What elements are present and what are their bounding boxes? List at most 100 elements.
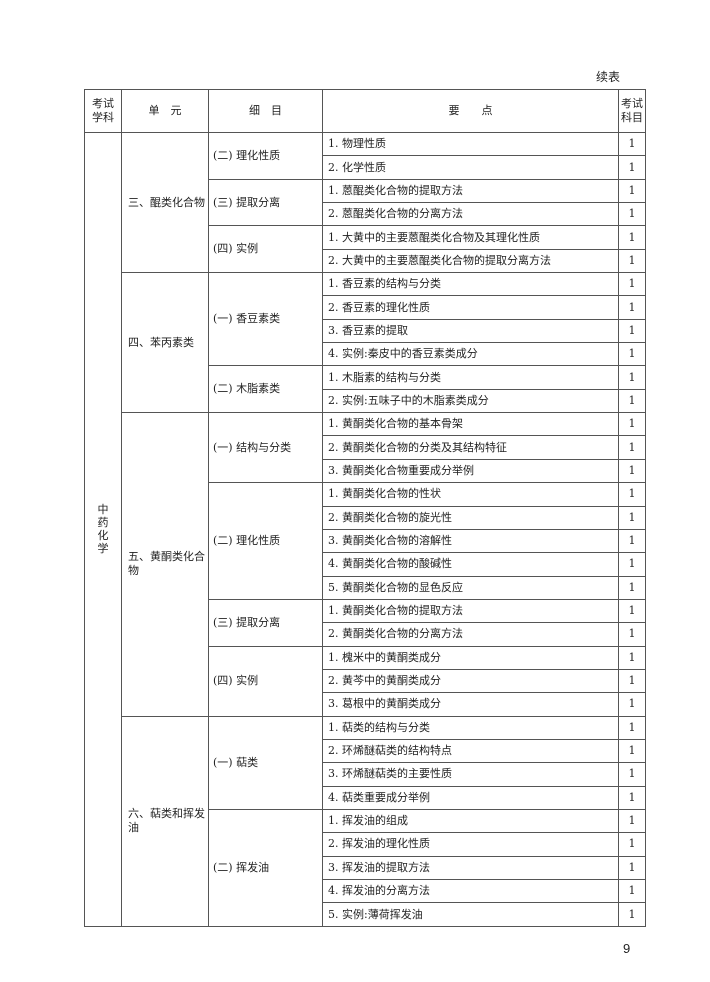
point-score: 1 bbox=[618, 645, 646, 670]
table-row: 2. 香豆素的理化性质 1 bbox=[85, 295, 646, 320]
unit-cell: 四、苯丙素类 bbox=[121, 272, 209, 414]
subsection-cell: (四) 实例 bbox=[208, 225, 323, 274]
point-text: 1. 木脂素的结构与分类 bbox=[322, 365, 619, 390]
header-subject: 考试 学科 bbox=[84, 89, 122, 133]
syllabus-table: 考试 学科 单 元 细 目 要 点 考试 科目 中药化学 三、醌类化合物 (二) 理… bbox=[84, 89, 646, 927]
point-text: 2. 化学性质 bbox=[322, 155, 619, 180]
table-row: 2. 黄酮类化合物的分类及其结构特征 1 bbox=[85, 435, 646, 460]
table-row: 5. 实例:薄荷挥发油 1 bbox=[85, 902, 646, 927]
point-text: 4. 实例:秦皮中的香豆素类成分 bbox=[322, 342, 619, 367]
point-score: 1 bbox=[618, 482, 646, 507]
subsection-cell: (一) 结构与分类 bbox=[208, 412, 323, 484]
table-row: 六、萜类和挥发油 (一) 萜类 1. 萜类的结构与分类 1 bbox=[85, 715, 646, 927]
point-score: 1 bbox=[618, 738, 646, 764]
point-text: 4. 萜类重要成分举例 bbox=[322, 785, 619, 810]
point-text: 1. 香豆素的结构与分类 bbox=[322, 272, 619, 297]
table-row: 3. 挥发油的提取方法 1 bbox=[85, 855, 646, 881]
table-row: 4. 黄酮类化合物的酸碱性 1 bbox=[85, 552, 646, 577]
unit-cell: 五、黄酮类化合物 bbox=[121, 412, 209, 717]
header-points: 要 点 bbox=[322, 89, 619, 133]
point-text: 2. 挥发油的理化性质 bbox=[322, 832, 619, 857]
table-row: 3. 黄酮类化合物重要成分举例 1 bbox=[85, 458, 646, 484]
point-score: 1 bbox=[618, 202, 646, 227]
table-row: (三) 提取分离 1. 黄酮类化合物的提取方法 1 bbox=[85, 598, 646, 647]
header-unit: 单 元 bbox=[121, 89, 209, 133]
point-score: 1 bbox=[618, 458, 646, 484]
point-text: 2. 黄酮类化合物的分离方法 bbox=[322, 622, 619, 647]
subsection-cell: (三) 提取分离 bbox=[208, 178, 323, 227]
point-text: 2. 黄酮类化合物的旋光性 bbox=[322, 505, 619, 530]
table-row: (二) 理化性质 1. 黄酮类化合物的性状 1 bbox=[85, 482, 646, 600]
point-score: 1 bbox=[618, 668, 646, 694]
table-row: 2. 环烯醚萜类的结构特点 1 bbox=[85, 738, 646, 764]
point-text: 3. 黄酮类化合物的溶解性 bbox=[322, 528, 619, 554]
point-score: 1 bbox=[618, 272, 646, 297]
table-row: 五、黄酮类化合物 (一) 结构与分类 1. 黄酮类化合物的基本骨架 1 bbox=[85, 412, 646, 717]
point-score: 1 bbox=[618, 528, 646, 554]
table-row: 2. 黄芩中的黄酮类成分 1 bbox=[85, 668, 646, 694]
point-text: 2. 蒽醌类化合物的分离方法 bbox=[322, 202, 619, 227]
point-score: 1 bbox=[618, 785, 646, 810]
point-score: 1 bbox=[618, 855, 646, 881]
table-row: 四、苯丙素类 (一) 香豆素类 1. 香豆素的结构与分类 1 bbox=[85, 272, 646, 414]
point-text: 2. 大黄中的主要蒽醌类化合物的提取分离方法 bbox=[322, 248, 619, 274]
point-text: 2. 黄芩中的黄酮类成分 bbox=[322, 668, 619, 694]
table-row: (二) 木脂素类 1. 木脂素的结构与分类 1 bbox=[85, 365, 646, 414]
point-text: 1. 槐米中的黄酮类成分 bbox=[322, 645, 619, 670]
point-score: 1 bbox=[618, 388, 646, 414]
subsection-cell: (二) 木脂素类 bbox=[208, 365, 323, 414]
point-score: 1 bbox=[618, 762, 646, 787]
header-detail: 细 目 bbox=[208, 89, 323, 133]
point-text: 1. 萜类的结构与分类 bbox=[322, 715, 619, 740]
point-text: 1. 大黄中的主要蒽醌类化合物及其理化性质 bbox=[322, 225, 619, 250]
point-score: 1 bbox=[618, 318, 646, 344]
point-score: 1 bbox=[618, 552, 646, 577]
table-header-row: 考试 学科 单 元 细 目 要 点 考试 科目 bbox=[84, 89, 646, 133]
point-text: 1. 黄酮类化合物的性状 bbox=[322, 482, 619, 507]
point-score: 1 bbox=[618, 225, 646, 250]
table-row: (二) 挥发油 1. 挥发油的组成 1 bbox=[85, 808, 646, 927]
point-text: 5. 黄酮类化合物的显色反应 bbox=[322, 575, 619, 600]
point-score: 1 bbox=[618, 342, 646, 367]
point-text: 2. 实例:五味子中的木脂素类成分 bbox=[322, 388, 619, 414]
subject-cell: 中药化学 bbox=[84, 132, 122, 927]
table-row: 2. 化学性质 1 bbox=[85, 155, 646, 180]
point-text: 3. 环烯醚萜类的主要性质 bbox=[322, 762, 619, 787]
point-score: 1 bbox=[618, 435, 646, 460]
point-score: 1 bbox=[618, 878, 646, 904]
point-score: 1 bbox=[618, 412, 646, 437]
continued-label: 续表 bbox=[596, 70, 621, 84]
unit-cell: 六、萜类和挥发油 bbox=[121, 715, 209, 927]
page-number: 9 bbox=[623, 941, 631, 956]
table-row: 中药化学 三、醌类化合物 (二) 理化性质 1. 物理性质 1 bbox=[84, 131, 646, 927]
subject-label: 中药化学 bbox=[97, 502, 109, 555]
table-row: (四) 实例 1. 槐米中的黄酮类成分 1 bbox=[85, 645, 646, 717]
subsection-cell: (二) 理化性质 bbox=[208, 482, 323, 600]
table-row: 2. 蒽醌类化合物的分离方法 1 bbox=[85, 202, 646, 227]
point-text: 5. 实例:薄荷挥发油 bbox=[322, 902, 619, 927]
point-score: 1 bbox=[618, 155, 646, 180]
point-text: 1. 物理性质 bbox=[322, 131, 619, 157]
point-score: 1 bbox=[618, 692, 646, 717]
point-score: 1 bbox=[618, 902, 646, 927]
point-text: 1. 黄酮类化合物的提取方法 bbox=[322, 598, 619, 624]
point-score: 1 bbox=[618, 598, 646, 624]
table-row: 4. 萜类重要成分举例 1 bbox=[85, 785, 646, 810]
point-score: 1 bbox=[618, 178, 646, 204]
point-text: 3. 黄酮类化合物重要成分举例 bbox=[322, 458, 619, 484]
point-text: 1. 蒽醌类化合物的提取方法 bbox=[322, 178, 619, 204]
point-score: 1 bbox=[618, 808, 646, 834]
subsection-cell: (一) 萜类 bbox=[208, 715, 323, 810]
table-row: 3. 环烯醚萜类的主要性质 1 bbox=[85, 762, 646, 787]
point-text: 2. 环烯醚萜类的结构特点 bbox=[322, 738, 619, 764]
point-score: 1 bbox=[618, 248, 646, 274]
point-text: 3. 挥发油的提取方法 bbox=[322, 855, 619, 881]
table-row: 4. 实例:秦皮中的香豆素类成分 1 bbox=[85, 342, 646, 367]
table-row: 2. 挥发油的理化性质 1 bbox=[85, 832, 646, 857]
subsection-cell: (三) 提取分离 bbox=[208, 598, 323, 647]
point-score: 1 bbox=[618, 575, 646, 600]
subsection-cell: (一) 香豆素类 bbox=[208, 272, 323, 367]
table-row: 2. 黄酮类化合物的分离方法 1 bbox=[85, 622, 646, 647]
point-score: 1 bbox=[618, 365, 646, 390]
point-text: 1. 挥发油的组成 bbox=[322, 808, 619, 834]
